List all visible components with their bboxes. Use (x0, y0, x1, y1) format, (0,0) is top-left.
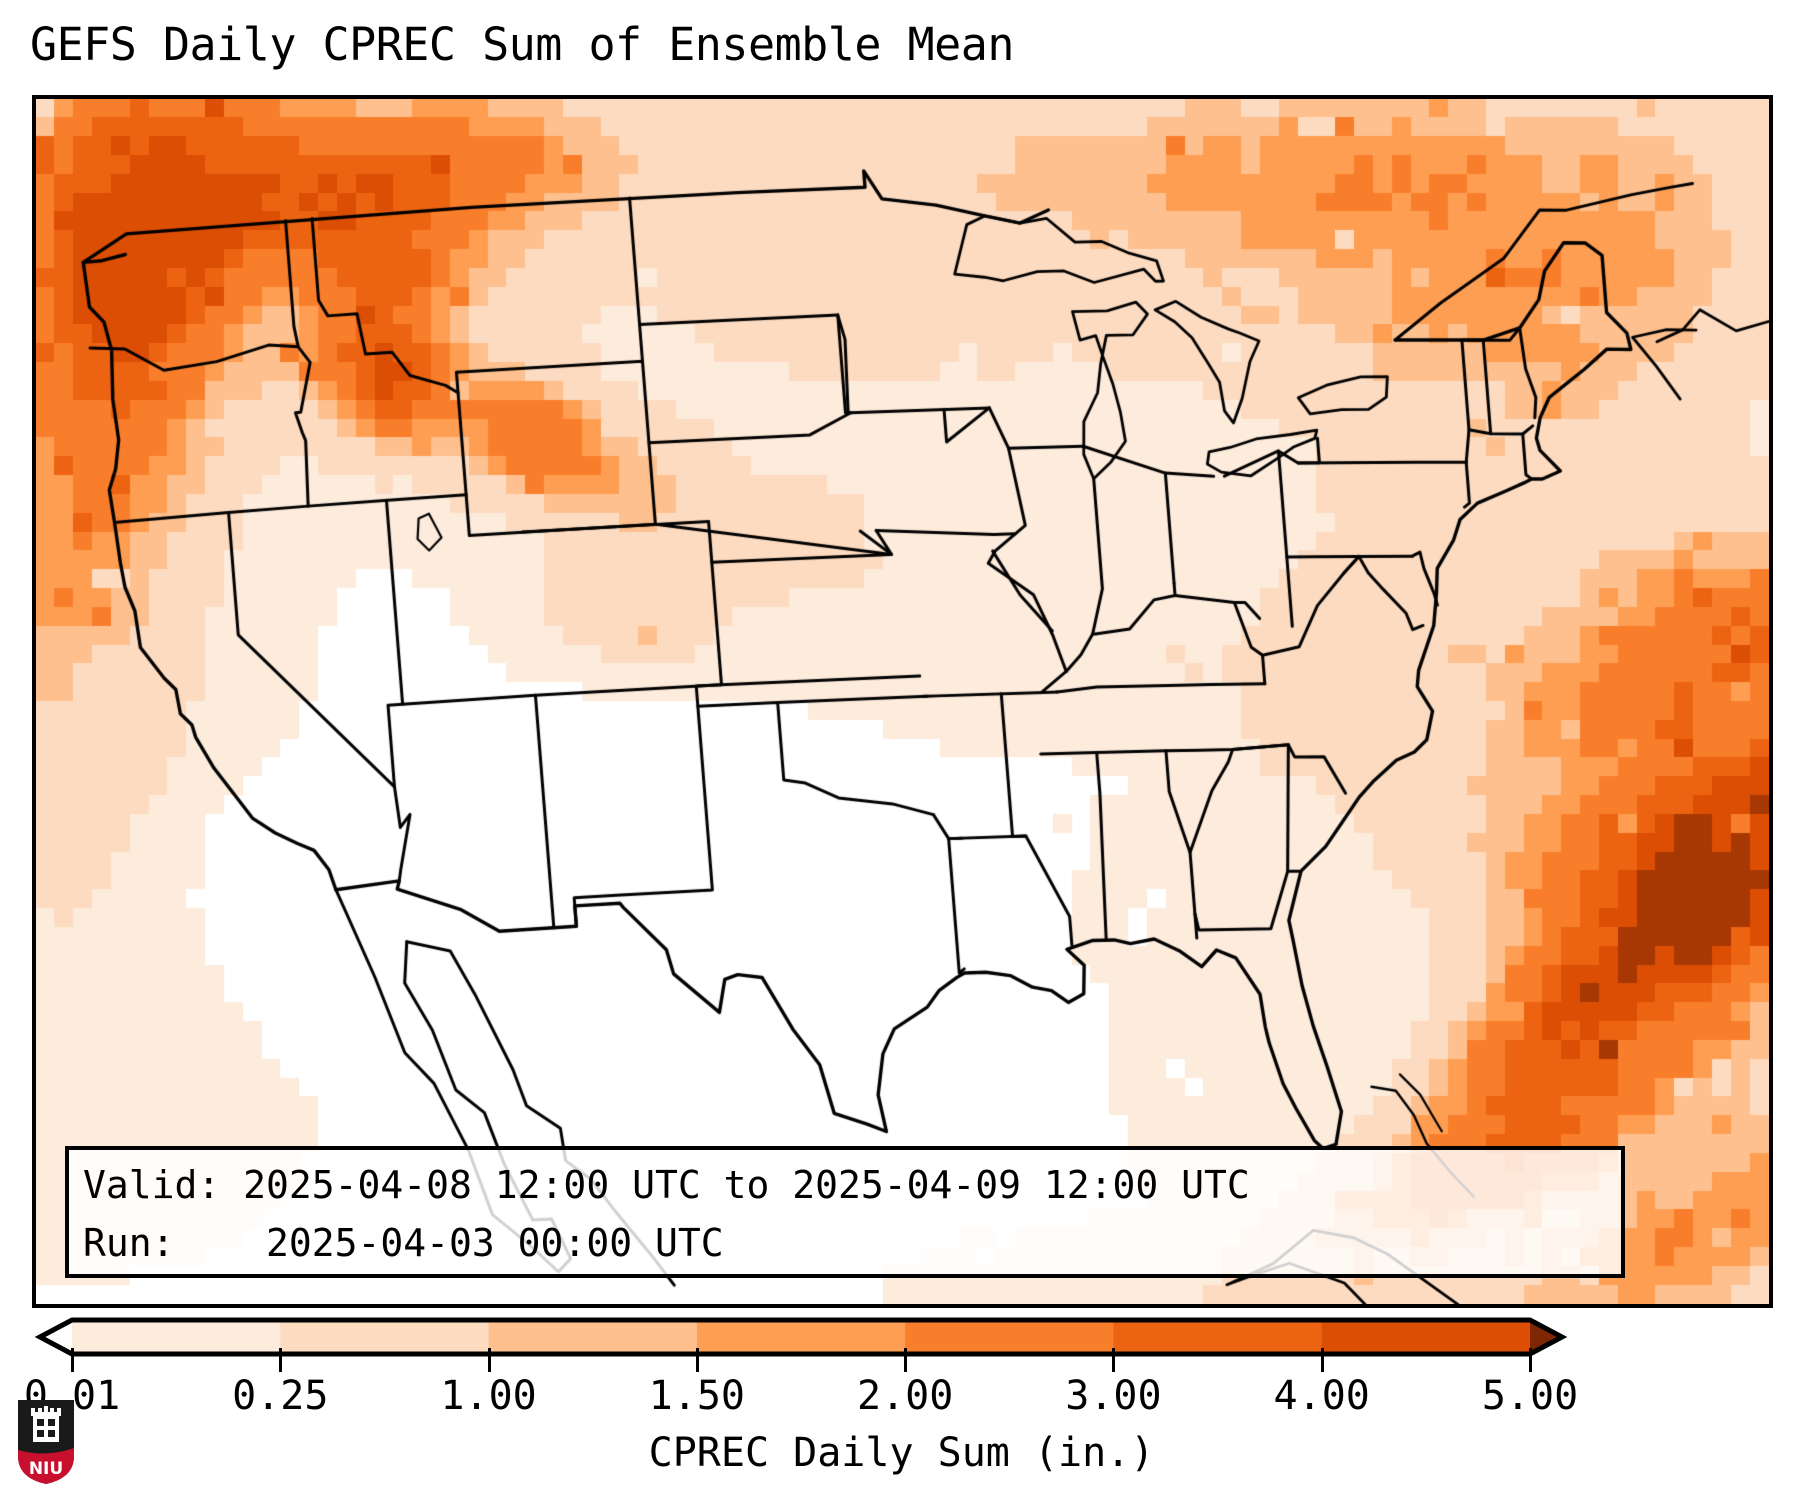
colorbar-swatches (34, 1317, 1568, 1357)
colorbar-band-3 (696, 1320, 906, 1354)
niu-logo: NIU (18, 1400, 74, 1484)
colorbar-axis-label: CPREC Daily Sum (in.) (648, 1430, 1155, 1476)
niu-logo-text: NIU (29, 1459, 63, 1479)
colorbar-tick-label-3: 1.50 (648, 1373, 746, 1419)
colorbar-tick-0 (71, 1348, 74, 1372)
colorbar-band-0 (72, 1320, 281, 1354)
run-time-line: Run: 2025-04-03 00:00 UTC (83, 1221, 724, 1265)
colorbar-tickmarks (0, 1348, 1803, 1374)
colorbar-band-6 (1321, 1320, 1531, 1354)
colorbar-band-2 (488, 1320, 698, 1354)
colorbar-tick-2 (487, 1348, 491, 1372)
colorbar-tick-7 (1529, 1348, 1532, 1372)
geography-outlines (36, 99, 1769, 1304)
colorbar-tick-4 (904, 1348, 908, 1372)
colorbar-tick-label-6: 4.00 (1273, 1373, 1370, 1419)
page-title: GEFS Daily CPREC Sum of Ensemble Mean (30, 18, 1014, 71)
colorbar-over-arrow (1530, 1320, 1562, 1354)
colorbar-under-arrow (40, 1320, 72, 1354)
colorbar-tick-5 (1112, 1348, 1116, 1372)
valid-run-annotation-box: Valid: 2025-04-08 12:00 UTC to 2025-04-0… (65, 1146, 1625, 1278)
colorbar-band-1 (280, 1320, 490, 1354)
colorbar-band-5 (1113, 1320, 1323, 1354)
colorbar-band-4 (905, 1320, 1115, 1354)
colorbar-tick-labels: 0.01 0.25 1.00 1.50 2.00 3.00 4.00 5.00 (0, 1372, 1803, 1422)
colorbar-tick-label-1: 0.25 (232, 1373, 329, 1419)
colorbar-tick-label-2: 1.00 (440, 1373, 537, 1419)
colorbar-tick-label-7: 5.00 (1481, 1373, 1579, 1419)
colorbar-tick-6 (1320, 1348, 1324, 1372)
colorbar-tick-label-4: 2.00 (856, 1373, 954, 1419)
colorbar-tick-3 (695, 1348, 699, 1372)
colorbar-tick-1 (279, 1348, 283, 1372)
valid-time-line: Valid: 2025-04-08 12:00 UTC to 2025-04-0… (83, 1163, 1250, 1207)
colorbar[interactable] (0, 1316, 1803, 1360)
map-panel[interactable] (32, 95, 1773, 1308)
colorbar-tick-label-5: 3.00 (1065, 1373, 1162, 1419)
